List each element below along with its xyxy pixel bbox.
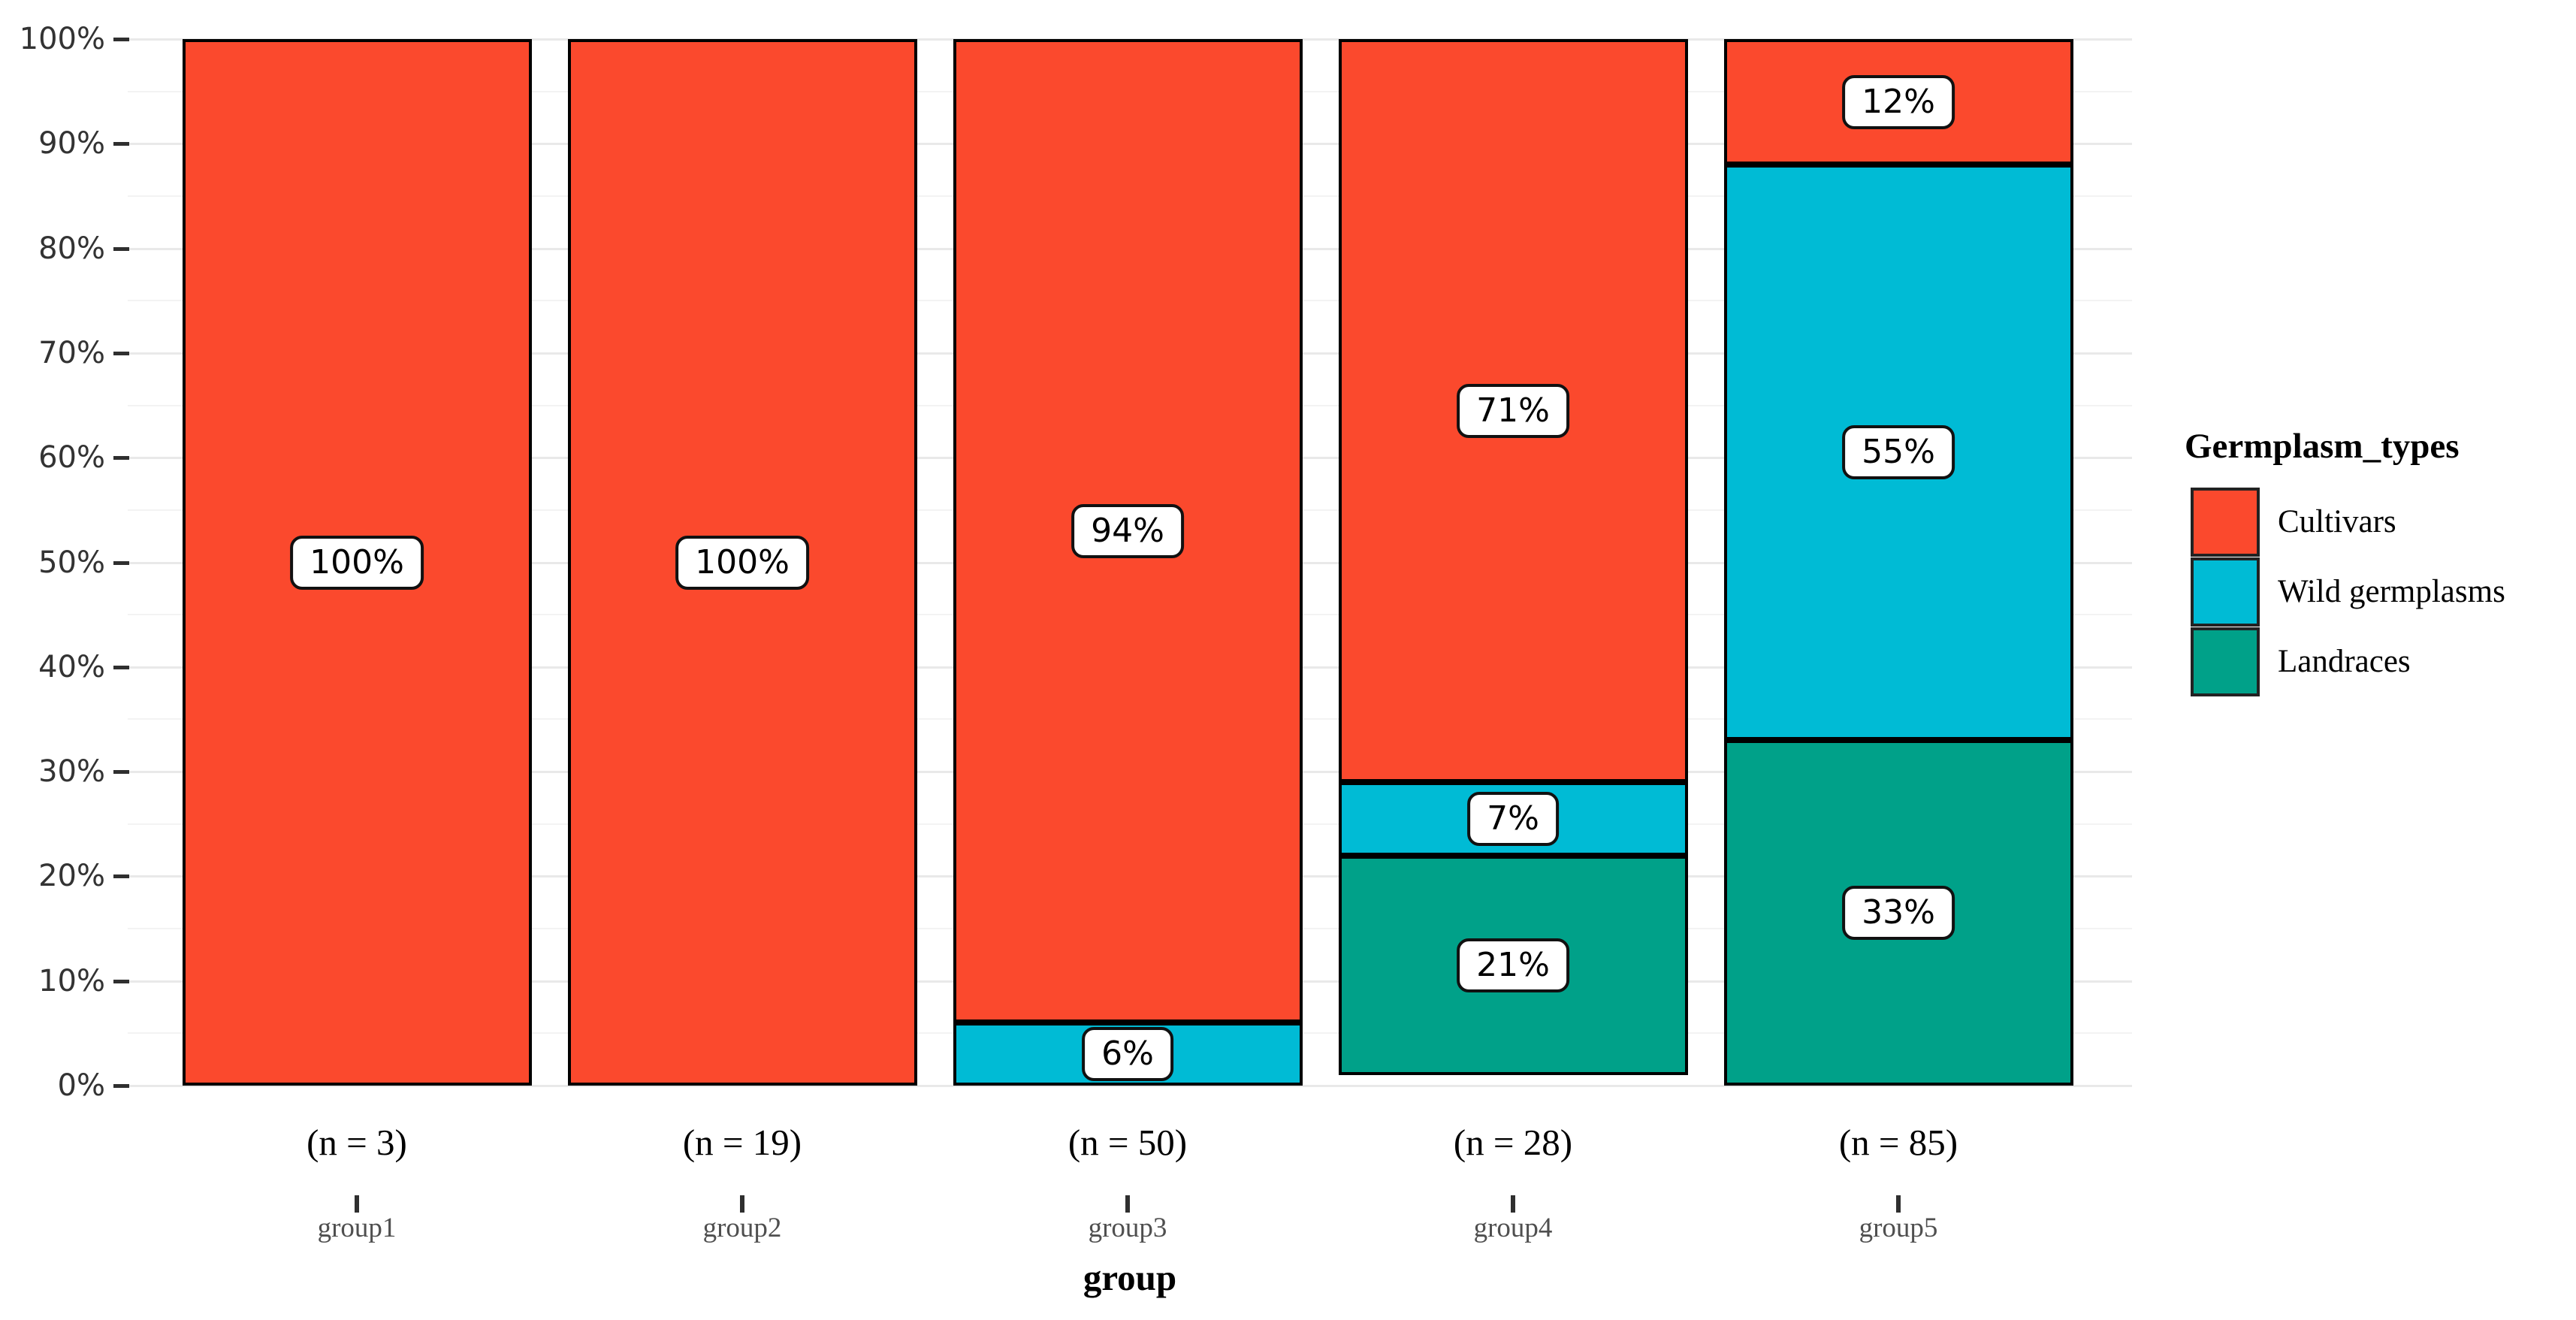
y-tick-label: 30% [38, 754, 105, 790]
y-tick-label: 50% [38, 545, 105, 580]
legend-swatch-cultivars [2191, 488, 2260, 557]
category-count-label: (n = 85) [1838, 1122, 1958, 1163]
bar-group4: 71% 7% 21% [1338, 39, 1688, 1086]
bar-value-label: 33% [1842, 886, 1955, 941]
y-tick-label: 80% [38, 231, 105, 266]
bar-group3: 94% 6% [953, 39, 1303, 1086]
y-tick [113, 665, 129, 669]
legend-item-wild-germplasms: Wild germplasms [2191, 557, 2505, 627]
category-label-group3: group3 [1088, 1213, 1167, 1243]
legend-swatch-wild-germplasms [2191, 557, 2260, 627]
bar-value-label: 6% [1082, 1027, 1173, 1082]
bar-value-label: 7% [1467, 791, 1559, 846]
y-tick [113, 1084, 129, 1088]
y-tick [113, 874, 129, 879]
legend-item-landraces: Landraces [2191, 627, 2411, 696]
bar-group2: 100% [567, 39, 917, 1086]
y-tick-label: 0% [57, 1068, 105, 1103]
y-tick [113, 351, 129, 355]
y-tick-label: 70% [38, 335, 105, 370]
category-count-label: (n = 50) [1068, 1122, 1188, 1163]
category-label-group1: group1 [317, 1213, 397, 1243]
y-tick-label: 10% [38, 963, 105, 998]
y-tick-label: 90% [38, 126, 105, 162]
category-count-label: (n = 19) [682, 1122, 802, 1163]
bar-value-label: 55% [1842, 425, 1955, 480]
y-tick [113, 246, 129, 251]
y-tick [113, 456, 129, 461]
x-tick [1511, 1195, 1515, 1213]
y-tick [113, 979, 129, 983]
y-tick [113, 770, 129, 775]
bar-group5: 12% 55% 33% [1723, 39, 2073, 1086]
category-label-group5: group5 [1859, 1213, 1938, 1243]
bar-value-label: 94% [1071, 503, 1184, 558]
bar-value-label: 100% [290, 535, 424, 590]
x-tick [1896, 1195, 1901, 1213]
bar-value-label: 100% [675, 535, 809, 590]
bar-value-label: 12% [1842, 74, 1955, 129]
category-count-label: (n = 3) [307, 1122, 407, 1163]
bar-value-label: 71% [1457, 383, 1569, 438]
legend-label: Cultivars [2278, 504, 2396, 539]
y-tick-label: 60% [38, 440, 105, 476]
y-tick-label: 100% [19, 22, 105, 56]
bar-group1: 100% [182, 39, 532, 1086]
legend-title: Germplasm_types [2185, 427, 2460, 466]
y-tick [113, 38, 129, 41]
y-tick-label: 20% [38, 859, 105, 894]
category-label-group4: group4 [1473, 1213, 1553, 1243]
legend-label: Wild germplasms [2278, 574, 2505, 609]
bar-value-label: 21% [1457, 938, 1569, 992]
x-tick [1125, 1195, 1130, 1213]
category-label-group2: group2 [702, 1213, 782, 1243]
legend-item-cultivars: Cultivars [2191, 488, 2396, 557]
y-tick-label: 40% [38, 649, 105, 684]
x-axis-title: group [1083, 1257, 1177, 1298]
y-tick [113, 560, 129, 565]
legend-swatch-landraces [2191, 627, 2260, 696]
legend-label: Landraces [2278, 644, 2411, 679]
x-tick [740, 1195, 744, 1213]
y-tick [113, 142, 129, 146]
x-tick [355, 1195, 359, 1213]
category-count-label: (n = 28) [1453, 1122, 1573, 1163]
